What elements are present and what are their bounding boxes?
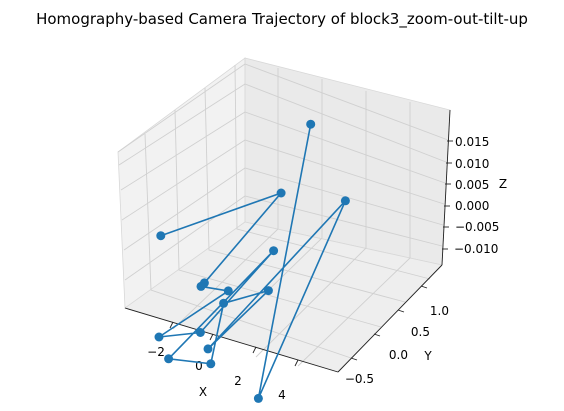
y-tick-mark bbox=[373, 333, 381, 337]
z-grid-line bbox=[124, 195, 443, 281]
x-tick-label: 4 bbox=[278, 388, 286, 402]
y-tick-mark bbox=[397, 309, 405, 313]
x-tick-label: 2 bbox=[234, 374, 242, 388]
trajectory-point bbox=[203, 344, 213, 354]
trajectory-point bbox=[306, 119, 316, 129]
y-tick-label: −0.5 bbox=[345, 372, 374, 386]
z-grid-line bbox=[121, 139, 445, 221]
y-grid-line bbox=[204, 87, 406, 303]
z-grid-line bbox=[123, 167, 444, 251]
trajectory-point bbox=[263, 286, 273, 296]
trajectory-point bbox=[196, 281, 206, 291]
trajectory-point bbox=[340, 196, 350, 206]
y-grid-line bbox=[144, 133, 352, 359]
y-axis-line bbox=[337, 264, 443, 373]
z-tick-label: 0.015 bbox=[455, 135, 489, 149]
trajectory-point bbox=[156, 231, 166, 241]
z-tick-label: 0.000 bbox=[455, 199, 489, 213]
trajectory-point bbox=[223, 286, 233, 296]
trajectory-point bbox=[206, 359, 216, 369]
y-grid-line bbox=[234, 64, 431, 280]
y-grid-line bbox=[174, 109, 382, 328]
y-tick-mark bbox=[350, 357, 358, 361]
z-tick-label: 0.010 bbox=[455, 157, 489, 171]
x-grid-line bbox=[297, 102, 411, 367]
y-tick-label: 0.5 bbox=[411, 325, 430, 339]
trajectory-point bbox=[164, 354, 174, 364]
z-tick-label: −0.005 bbox=[455, 220, 499, 234]
x-tick-label: −2 bbox=[147, 345, 165, 359]
x-tick-label: 0 bbox=[195, 359, 203, 373]
x-tick-mark bbox=[252, 346, 257, 354]
x-tick-mark bbox=[169, 321, 174, 329]
x-tick-mark bbox=[294, 359, 299, 367]
x-axis-label: X bbox=[199, 385, 207, 399]
z-grid-line bbox=[118, 83, 447, 166]
y-tick-labels: −0.5 0.0 0.5 1.0 bbox=[345, 304, 449, 386]
y-tick-mark bbox=[420, 285, 428, 289]
z-grid-line bbox=[120, 111, 446, 191]
trajectory-point bbox=[219, 298, 229, 308]
z-tick-label: −0.010 bbox=[454, 242, 498, 256]
y-axis-label: Y bbox=[423, 349, 432, 363]
trajectory-series bbox=[154, 119, 350, 403]
x-axis-line bbox=[124, 307, 339, 373]
x-tick-labels: −2 0 2 4 bbox=[147, 345, 286, 402]
y-tick-label: 0.0 bbox=[389, 348, 408, 362]
trajectory-point bbox=[253, 393, 263, 403]
chart-title: Homography-based Camera Trajectory of bl… bbox=[36, 10, 528, 29]
z-axis-line bbox=[441, 109, 451, 266]
y-tick-label: 1.0 bbox=[430, 304, 449, 318]
z-axis-label: Z bbox=[499, 177, 507, 191]
axis-lines bbox=[124, 109, 451, 373]
x-grid-line bbox=[172, 68, 279, 330]
trajectory-point bbox=[154, 332, 164, 342]
pane-group bbox=[117, 57, 451, 373]
grid-lines bbox=[117, 63, 449, 367]
z-tick-labels: −0.010 −0.005 0.000 0.005 0.010 0.015 bbox=[454, 135, 499, 256]
tick-marks bbox=[169, 140, 453, 367]
z-tick-label: 0.005 bbox=[455, 178, 489, 192]
z-grid-line bbox=[117, 63, 449, 153]
trajectory-point bbox=[195, 328, 205, 337]
trajectory-point bbox=[269, 246, 279, 256]
x-tick-mark bbox=[209, 333, 214, 341]
trajectory-point bbox=[276, 188, 286, 198]
